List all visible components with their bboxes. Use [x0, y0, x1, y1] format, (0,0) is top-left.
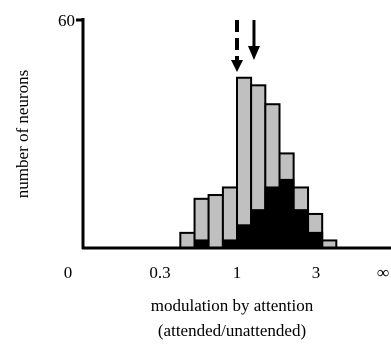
histogram-bar-significant: [307, 231, 324, 249]
histogram-bar-significant: [278, 178, 295, 249]
histogram-bar-significant: [292, 209, 310, 249]
histogram-bar-all: [179, 231, 196, 249]
x-tick-label: 3: [312, 263, 321, 282]
histogram-bar-all: [207, 194, 224, 249]
x-tick-label: 1: [233, 263, 242, 282]
y-axis-title: number of neurons: [13, 70, 32, 198]
histogram-bar-all: [236, 76, 253, 249]
axes-layer: [76, 18, 391, 250]
bars-layer: [179, 76, 338, 250]
histogram-bar-significant: [236, 224, 253, 250]
x-tick-label: 0.3: [149, 263, 170, 282]
arrowhead-icon: [247, 46, 260, 60]
annotations-layer: [231, 20, 260, 72]
histogram-bar-significant: [250, 209, 267, 249]
histogram-bar-all: [221, 186, 239, 249]
histogram-bar-significant: [264, 186, 281, 249]
x-tick-label: 0: [64, 263, 73, 282]
x-tick-label: ∞: [377, 263, 389, 282]
labels-layer: 60 0 0.3 1 3 ∞ modulation by attention (attende…: [13, 11, 389, 340]
x-axis-title: modulation by attention: [151, 296, 314, 315]
x-axis-subtitle: (attended/unattended): [158, 321, 306, 340]
arrowhead-icon: [231, 60, 243, 72]
y-tick-label: 60: [58, 11, 75, 30]
